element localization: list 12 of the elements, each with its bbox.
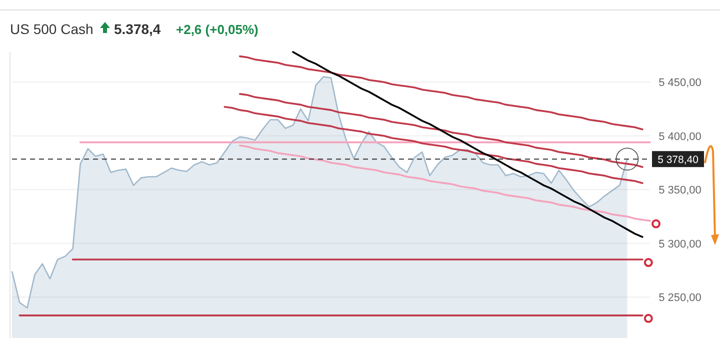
line-series xyxy=(224,106,644,184)
y-tick-label: 5 250,00 xyxy=(658,292,702,304)
line-series xyxy=(238,55,644,130)
text: +2,6 (+0,05%) xyxy=(176,22,258,37)
chart-title: US 500 Cash xyxy=(10,21,94,37)
text: 5.378,4 xyxy=(114,21,161,37)
y-tick-label: 5 400,00 xyxy=(658,130,702,143)
y-tick-label: 5 350,00 xyxy=(658,184,702,197)
line-series xyxy=(292,51,644,238)
y-tick-label: 5 450,00 xyxy=(658,77,702,90)
y-tick-label: 5 300,00 xyxy=(658,238,702,250)
ref-line-label: 5 378,40 xyxy=(658,154,699,166)
